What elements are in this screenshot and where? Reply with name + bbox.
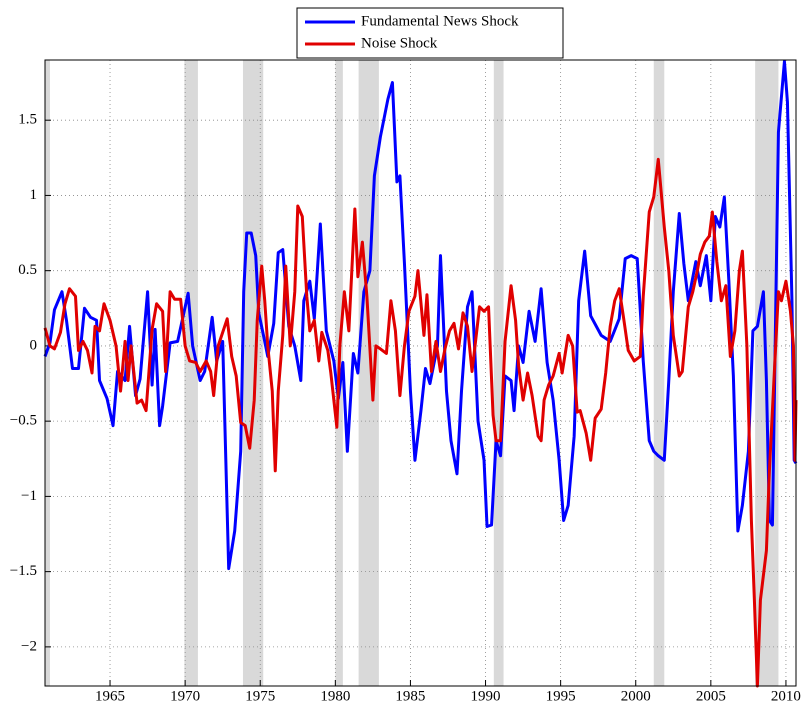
x-tick-label: 2010 — [771, 688, 801, 704]
legend-box — [296, 7, 564, 59]
x-tick-label: 2005 — [696, 688, 726, 704]
y-tick-label: −0.5 — [10, 413, 37, 429]
x-tick-label: 1985 — [395, 688, 425, 704]
shaded-region — [493, 60, 504, 686]
legend-label: Fundamental News Shock — [361, 13, 519, 29]
y-tick-label: −1.5 — [10, 563, 37, 579]
y-tick-label: 1.5 — [18, 112, 37, 128]
y-tick-label: −2 — [21, 638, 37, 654]
line — [43, 60, 798, 571]
x-tick-label: 1975 — [245, 688, 275, 704]
y-tick-label: 0 — [30, 337, 38, 353]
shaded-region — [242, 60, 264, 686]
x-tick-label: 1995 — [546, 688, 576, 704]
x-tick-label: 1965 — [95, 688, 125, 704]
x-tick-label: 1980 — [320, 688, 350, 704]
plot-frame — [44, 59, 797, 687]
shaded-region — [184, 60, 198, 686]
legend-label: Noise Shock — [361, 35, 438, 51]
shaded-region — [653, 60, 665, 686]
y-tick-label: 0.5 — [18, 262, 37, 278]
x-tick-label: 1970 — [170, 688, 200, 704]
y-tick-label: 1 — [30, 187, 38, 203]
x-tick-label: 1990 — [471, 688, 501, 704]
shaded-region — [45, 60, 50, 686]
line — [43, 157, 798, 688]
y-tick-label: −1 — [21, 488, 37, 504]
x-tick-label: 2000 — [621, 688, 651, 704]
